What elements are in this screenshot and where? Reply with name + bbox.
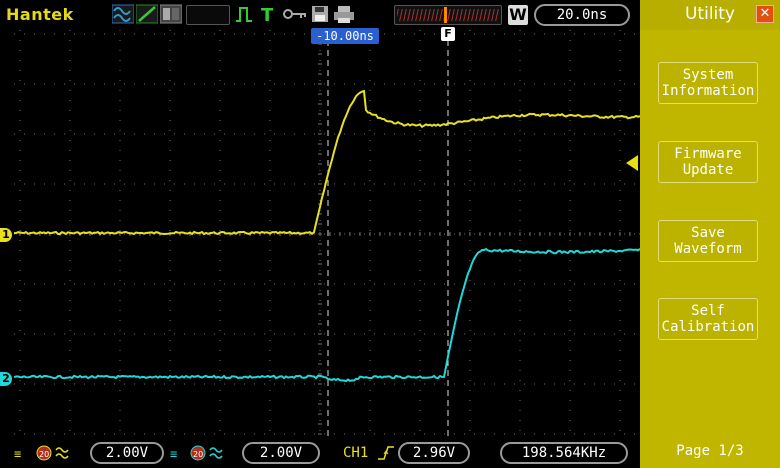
status-blank-panel [186,5,230,25]
waveform-display[interactable] [14,30,640,438]
trigger-level-readout[interactable]: 2.96V [398,442,470,464]
firmware-update-button[interactable]: Firmware Update [658,141,758,183]
menu-pointer-icon [626,155,638,171]
trigger-position-label[interactable]: -10.00ns [311,28,379,44]
page-indicator[interactable]: Page 1/3 [676,443,744,459]
key-lock-icon[interactable] [282,4,308,24]
rising-edge-icon [376,444,396,464]
ch2-ground-marker[interactable]: 2 [0,372,12,386]
utility-menu: Utility ✕ System Information Firmware Up… [640,0,780,468]
trigger-channel-label[interactable]: CH1 [343,445,369,461]
svg-text:T: T [261,5,274,24]
top-status-bar: Hantek T [0,0,640,30]
ch1-volts-readout[interactable]: 2.00V [90,442,164,464]
ch2-coupling-icon[interactable]: ≡ 20 [170,444,238,464]
trigger-marker[interactable]: F [441,27,455,41]
trigger-mode-letter: W [509,5,527,24]
close-icon[interactable]: ✕ [756,5,774,23]
pulse-trigger-icon[interactable] [234,4,254,24]
trigger-marker-letter: F [444,27,452,40]
memory-depth-bar [394,5,502,25]
ch1-coupling-icon[interactable]: ≡ 20 [14,444,82,464]
ch1-marker-label: 1 [2,228,10,241]
svg-text:20: 20 [39,450,49,459]
save-disk-icon[interactable] [310,4,330,24]
system-information-button[interactable]: System Information [658,62,758,104]
timebase-readout[interactable]: 20.0ns [534,4,630,26]
frequency-readout: 198.564KHz [500,442,628,464]
svg-text:≡: ≡ [14,447,21,461]
brand-logo: Hantek [6,5,74,24]
save-waveform-button[interactable]: Save Waveform [658,220,758,262]
display-vector-icon[interactable] [136,4,158,24]
ch2-marker-label: 2 [2,372,10,385]
ch1-waveform [14,89,640,236]
persistence-icon[interactable] [160,4,182,24]
trigger-t-icon[interactable]: T [258,4,278,24]
self-calibration-button[interactable]: Self Calibration [658,298,758,340]
svg-text:20: 20 [193,450,203,459]
ch2-waveform [14,247,640,383]
print-icon[interactable] [332,4,356,24]
bottom-status-bar: ≡ 20 2.00V ≡ 20 2.00V CH1 2.96V 198.564K… [0,438,640,468]
waveform-graticule [14,30,640,438]
acquire-mode-icon[interactable] [112,4,134,24]
ch2-volts-readout[interactable]: 2.00V [242,442,320,464]
svg-text:≡: ≡ [170,447,177,461]
ch1-ground-marker[interactable]: 1 [0,228,12,242]
trigger-mode-badge[interactable]: W [508,5,528,25]
